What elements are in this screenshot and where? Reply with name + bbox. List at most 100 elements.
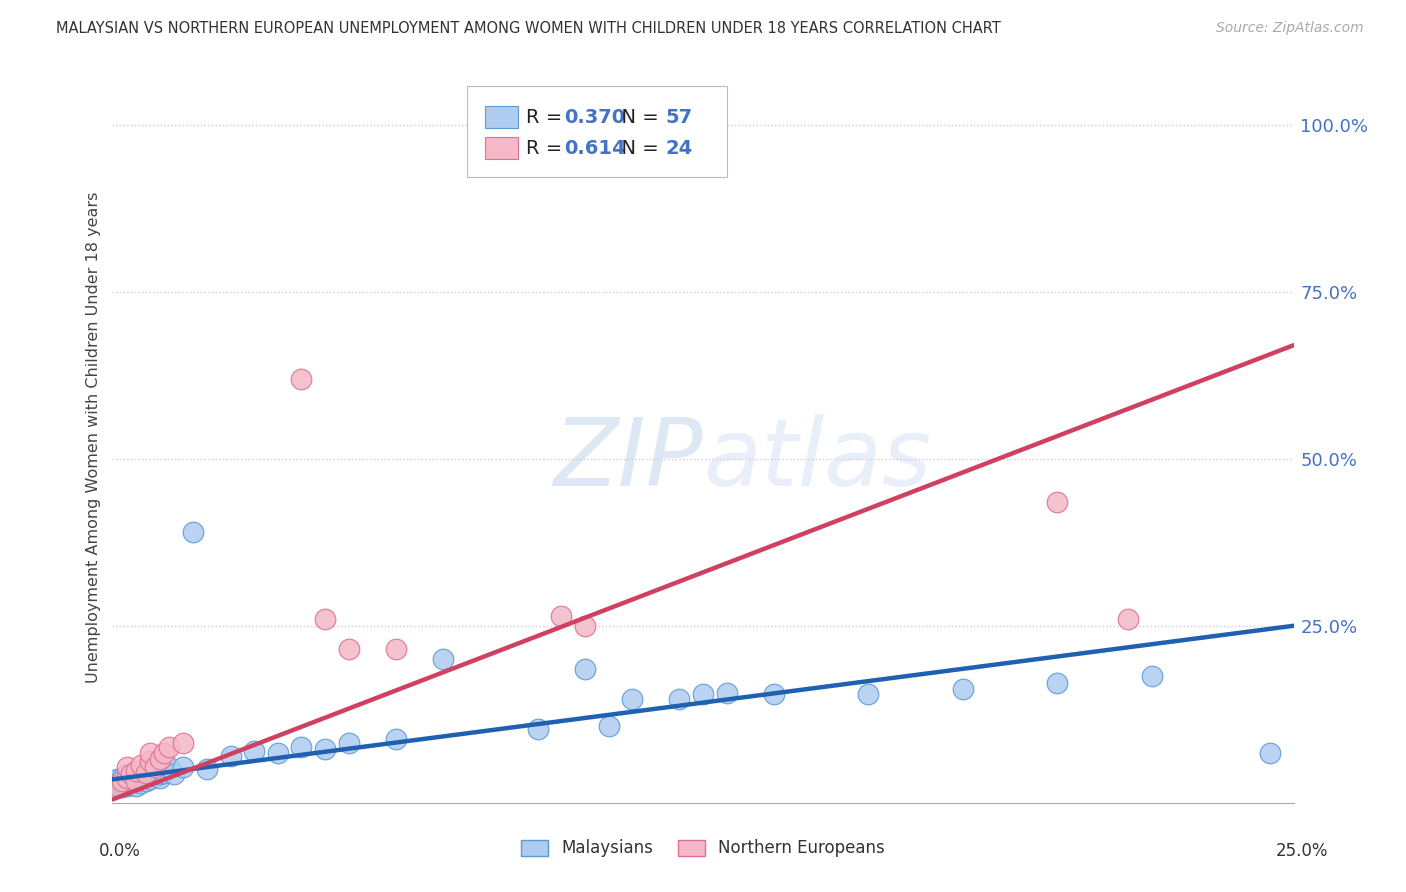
Point: [120, 773, 142, 788]
Point: [526, 723, 548, 737]
Point: [111, 776, 134, 790]
Point: [1116, 612, 1139, 626]
Point: [574, 662, 596, 676]
Point: [111, 778, 134, 792]
Text: atlas: atlas: [703, 414, 931, 505]
Text: ZIP: ZIP: [554, 414, 703, 505]
Point: [105, 779, 128, 793]
Point: [135, 773, 157, 788]
Point: [115, 771, 138, 785]
Point: [125, 773, 148, 788]
Point: [135, 763, 157, 777]
Text: 25.0%: 25.0%: [1277, 842, 1329, 860]
Text: 57: 57: [665, 108, 692, 127]
Point: [120, 769, 142, 783]
Point: [125, 773, 148, 788]
Point: [143, 760, 166, 774]
Point: [125, 765, 148, 780]
Point: [149, 752, 172, 766]
Point: [163, 767, 186, 781]
Point: [172, 760, 194, 774]
Point: [149, 767, 172, 781]
Legend: Malaysians, Northern Europeans: Malaysians, Northern Europeans: [515, 832, 891, 864]
Point: [1140, 669, 1163, 683]
Point: [337, 642, 360, 657]
Point: [115, 779, 138, 793]
FancyBboxPatch shape: [485, 137, 517, 159]
Point: [115, 767, 138, 781]
Point: [125, 779, 148, 793]
Point: [550, 608, 572, 623]
FancyBboxPatch shape: [485, 106, 517, 128]
Point: [129, 765, 152, 780]
Text: 24: 24: [665, 138, 693, 158]
Point: [143, 769, 166, 783]
Point: [139, 772, 162, 787]
Text: R =: R =: [526, 108, 568, 127]
Point: [952, 682, 974, 697]
Point: [115, 776, 138, 790]
Point: [314, 612, 336, 626]
Point: [195, 763, 218, 777]
Point: [153, 765, 176, 780]
Point: [120, 778, 142, 792]
Point: [1258, 746, 1281, 760]
Point: [621, 692, 644, 706]
Point: [858, 687, 880, 701]
Point: [668, 692, 690, 706]
Point: [125, 764, 148, 779]
Point: [157, 740, 180, 755]
Point: [111, 773, 134, 788]
Point: [598, 719, 620, 733]
Point: [135, 765, 157, 780]
Point: [432, 652, 454, 666]
Point: [111, 771, 134, 785]
Point: [290, 371, 312, 385]
Text: 0.0%: 0.0%: [98, 842, 141, 860]
Point: [105, 776, 128, 790]
Point: [385, 732, 408, 747]
Point: [105, 772, 128, 787]
FancyBboxPatch shape: [467, 86, 727, 178]
Y-axis label: Unemployment Among Women with Children Under 18 years: Unemployment Among Women with Children U…: [86, 192, 101, 682]
Point: [219, 749, 242, 764]
Point: [153, 746, 176, 760]
Point: [762, 687, 785, 701]
Point: [135, 769, 157, 783]
Point: [149, 771, 172, 785]
Point: [1046, 675, 1069, 690]
Text: 0.370: 0.370: [564, 108, 624, 127]
Point: [267, 746, 290, 760]
Text: Source: ZipAtlas.com: Source: ZipAtlas.com: [1216, 21, 1364, 35]
Point: [115, 760, 138, 774]
Point: [129, 757, 152, 772]
Point: [243, 744, 266, 758]
Point: [149, 760, 172, 774]
Point: [574, 619, 596, 633]
Point: [125, 771, 148, 785]
Point: [120, 767, 142, 781]
Text: N =: N =: [609, 108, 665, 127]
Point: [139, 746, 162, 760]
Point: [129, 776, 152, 790]
Point: [105, 779, 128, 793]
Point: [337, 736, 360, 750]
Point: [716, 685, 738, 699]
Point: [129, 771, 152, 785]
Point: [692, 687, 714, 701]
Text: MALAYSIAN VS NORTHERN EUROPEAN UNEMPLOYMENT AMONG WOMEN WITH CHILDREN UNDER 18 Y: MALAYSIAN VS NORTHERN EUROPEAN UNEMPLOYM…: [56, 21, 1001, 36]
Point: [111, 780, 134, 795]
Text: 0.614: 0.614: [564, 138, 626, 158]
Point: [1046, 495, 1069, 509]
Point: [139, 754, 162, 768]
Point: [290, 740, 312, 755]
Point: [115, 772, 138, 787]
Text: R =: R =: [526, 138, 568, 158]
Point: [314, 742, 336, 756]
Point: [385, 642, 408, 657]
Point: [172, 736, 194, 750]
Point: [181, 525, 204, 540]
Point: [139, 765, 162, 780]
Point: [157, 760, 180, 774]
Text: N =: N =: [609, 138, 665, 158]
